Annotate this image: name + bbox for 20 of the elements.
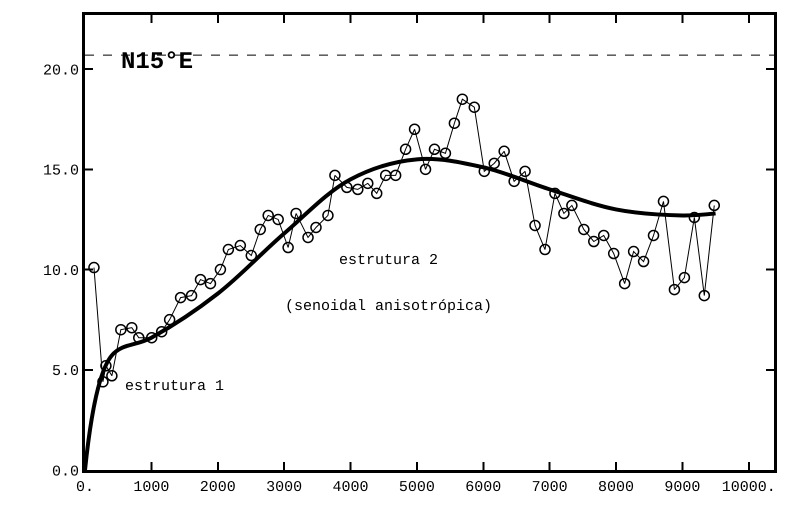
y-tick-label: 15.0 (42, 162, 79, 180)
annotation: (senoidal anisotrópica) (285, 298, 492, 315)
x-tick-label: 5000 (398, 479, 435, 496)
x-tick-label: 2000 (200, 479, 236, 496)
x-tick-label: 7000 (532, 479, 568, 496)
x-tick-label: 10000. (722, 479, 776, 496)
text: N15°E (121, 49, 194, 76)
y-tick-label: 10.0 (42, 262, 79, 280)
x-tick-label: 1000 (133, 479, 170, 496)
x-tick-label: 8000 (598, 479, 634, 496)
annotation: estrutura 1 (125, 378, 224, 395)
y-tick-label: 5.0 (52, 363, 79, 380)
x-tick-label: 4000 (332, 479, 369, 496)
annotation: estrutura 2 (339, 252, 438, 269)
y-tick-label: 20.0 (42, 62, 79, 80)
x-tick-label: 0. (76, 479, 94, 496)
x-tick-label: 3000 (266, 479, 302, 496)
x-tick-label: 9000 (664, 479, 700, 496)
y-tick-label: 0.0 (52, 463, 79, 480)
x-tick-label: 6000 (465, 479, 502, 496)
